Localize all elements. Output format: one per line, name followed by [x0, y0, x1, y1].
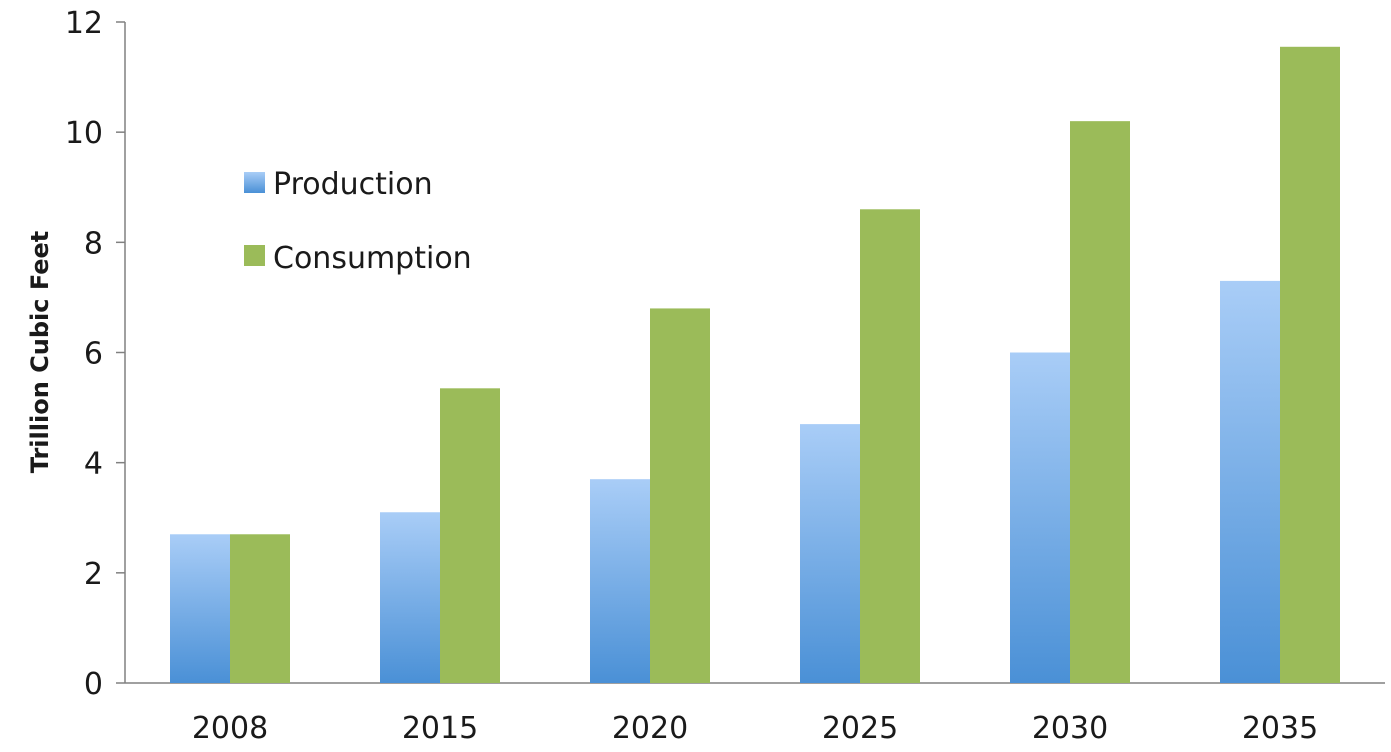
- y-tick-label: 0: [84, 667, 103, 702]
- x-tick-label: 2025: [822, 711, 898, 746]
- y-tick-label: 10: [65, 116, 103, 151]
- legend-swatch-production: [244, 172, 265, 193]
- y-axis-title: Trillion Cubic Feet: [26, 231, 54, 474]
- bar-consumption-2008: [230, 534, 290, 683]
- x-tick-label: 2008: [192, 711, 268, 746]
- y-tick-label: 8: [84, 226, 103, 261]
- bar-consumption-2025: [860, 209, 920, 684]
- legend: Production Consumption: [244, 167, 472, 276]
- y-axis-tick-labels: 0 2 4 6 8 10 12: [65, 6, 103, 702]
- plot-area: 0 2 4 6 8 10 12 2008 2015 2020 2025 2030 2035: [65, 6, 1385, 746]
- bar-production-2030: [1010, 352, 1070, 683]
- x-tick-label: 2035: [1242, 711, 1318, 746]
- x-tick-label: 2020: [612, 711, 688, 746]
- y-axis-ticks: [116, 21, 125, 684]
- bar-production-2025: [800, 424, 860, 683]
- bar-production-2035: [1220, 280, 1280, 683]
- x-tick-label: 2030: [1032, 711, 1108, 746]
- y-tick-label: 6: [84, 337, 103, 372]
- bar-production-2020: [590, 479, 650, 683]
- y-tick-label: 2: [84, 557, 103, 592]
- legend-label-production: Production: [273, 167, 433, 202]
- x-axis-tick-labels: 2008 2015 2020 2025 2030 2035: [192, 711, 1318, 746]
- legend-item-production: Production: [244, 167, 433, 202]
- y-tick-label: 4: [84, 447, 103, 482]
- bar-consumption-2020: [650, 308, 710, 683]
- x-tick-label: 2015: [402, 711, 478, 746]
- bars: [170, 46, 1340, 684]
- legend-label-consumption: Consumption: [273, 241, 472, 276]
- bar-production-2015: [380, 512, 440, 683]
- y-tick-label: 12: [65, 6, 103, 41]
- bar-consumption-2035: [1280, 46, 1340, 684]
- legend-swatch-consumption: [244, 245, 265, 266]
- bar-consumption-2030: [1070, 121, 1130, 683]
- bar-production-2008: [170, 534, 230, 683]
- legend-item-consumption: Consumption: [244, 241, 472, 276]
- bar-consumption-2015: [440, 388, 500, 683]
